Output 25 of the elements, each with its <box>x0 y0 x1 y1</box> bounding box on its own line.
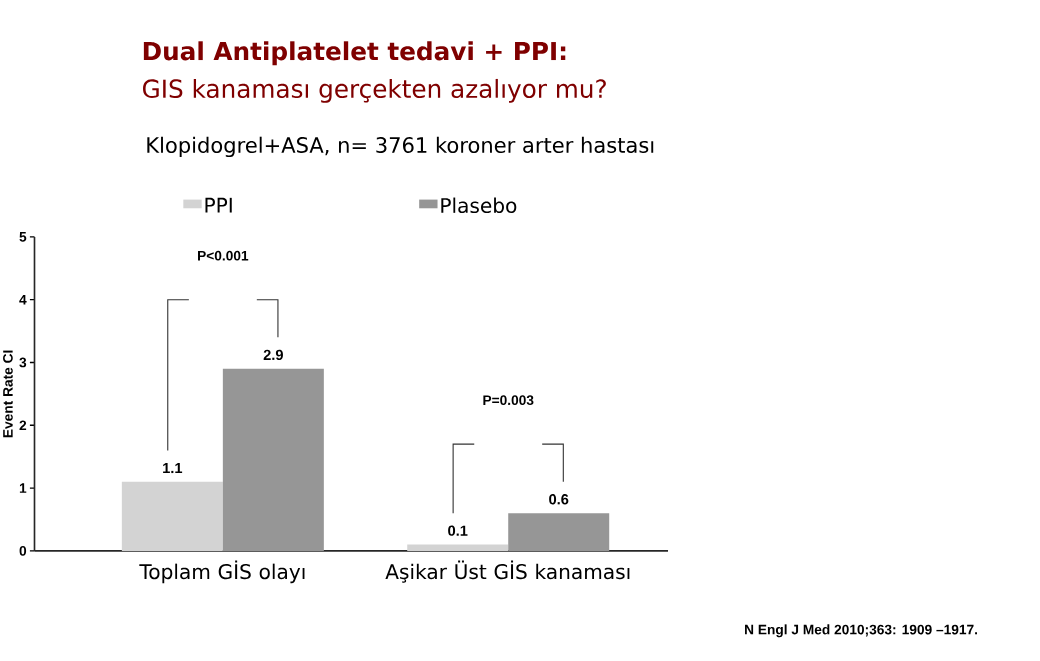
legend-label: PPI <box>205 197 232 213</box>
legend-label: Plasebo <box>441 197 517 214</box>
annotation: P=0.003 <box>483 395 534 405</box>
x-tick-label: Aşikar Üst GİS kanaması <box>385 560 630 583</box>
y-axis-title: Event Rate CI <box>3 350 13 438</box>
text: N Engl J Med 2010;363: 1909 –1917. <box>745 624 978 638</box>
y-tick-label: 2 <box>19 420 27 431</box>
y-tick-label: 3 <box>19 357 27 368</box>
bar <box>222 368 324 551</box>
y-tick-label: 5 <box>19 232 27 242</box>
y-tick-label: 4 <box>19 294 27 305</box>
text: Klopidogrel+ASA, n= 3761 koroner arter hastası <box>147 136 654 158</box>
y-tick-label: 1 <box>19 483 27 493</box>
data-label: 0.6 <box>549 494 569 505</box>
bar <box>121 481 223 551</box>
chart-title: Dual Antiplatelet tedavi + PPI: <box>143 41 566 66</box>
data-label: 2.9 <box>263 349 283 360</box>
x-tick-label: Toplam GİS olayı <box>139 560 305 584</box>
y-tick-label: 0 <box>19 545 27 556</box>
bar <box>407 544 509 551</box>
data-label: 0.1 <box>448 525 468 536</box>
chart-subtitle: GIS kanaması gerçekten azalıyor mu? <box>143 78 606 103</box>
annotation: P<0.001 <box>198 250 249 261</box>
bar <box>508 513 610 551</box>
data-label: 1.1 <box>163 462 183 474</box>
